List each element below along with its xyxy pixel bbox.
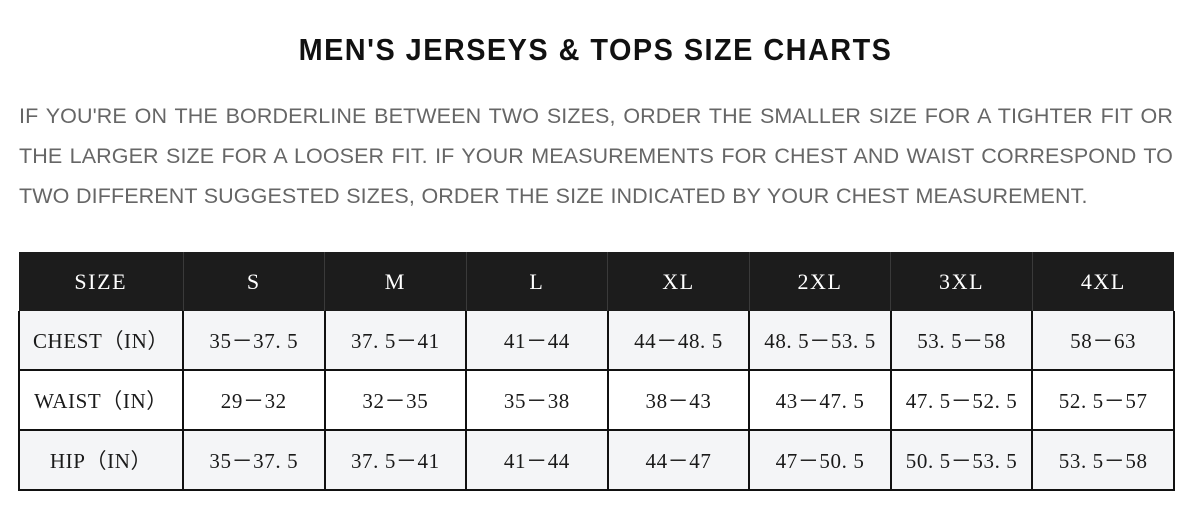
column-header-3xl: 3XL: [890, 252, 1033, 311]
cell-hip-xl: 44－47: [607, 430, 751, 491]
cell-chest-s: 35－37. 5: [183, 311, 326, 371]
size-chart-table: SIZE S M L XL 2XL 3XL 4XL CHEST（IN） 35－3…: [18, 252, 1175, 491]
cell-waist-l: 35－38: [466, 370, 609, 431]
row-label-waist: WAIST（IN）: [18, 370, 184, 431]
cell-hip-3xl: 50. 5－53. 5: [890, 430, 1034, 491]
column-header-2xl: 2XL: [749, 252, 892, 311]
cell-chest-3xl: 53. 5－58: [890, 311, 1034, 371]
cell-chest-2xl: 48. 5－53. 5: [749, 311, 892, 371]
table-row: CHEST（IN） 35－37. 5 37. 5－41 41－44 44－48.…: [18, 311, 1175, 371]
column-header-4xl: 4XL: [1032, 252, 1174, 311]
cell-chest-4xl: 58－63: [1032, 311, 1175, 371]
table-header-row: SIZE S M L XL 2XL 3XL 4XL: [19, 252, 1174, 311]
cell-waist-s: 29－32: [183, 370, 326, 431]
cell-hip-m: 37. 5－41: [324, 430, 468, 491]
column-header-s: S: [183, 252, 326, 311]
cell-hip-s: 35－37. 5: [183, 430, 326, 491]
column-header-size: SIZE: [19, 252, 184, 311]
cell-chest-m: 37. 5－41: [324, 311, 468, 371]
table-row: HIP（IN） 35－37. 5 37. 5－41 41－44 44－47 47…: [18, 430, 1175, 491]
cell-hip-2xl: 47－50. 5: [749, 430, 892, 491]
cell-chest-xl: 44－48. 5: [607, 311, 751, 371]
column-header-xl: XL: [607, 252, 750, 311]
cell-waist-3xl: 47. 5－52. 5: [890, 370, 1034, 431]
cell-chest-l: 41－44: [466, 311, 609, 371]
cell-waist-xl: 38－43: [607, 370, 751, 431]
row-label-chest: CHEST（IN）: [18, 311, 184, 371]
cell-hip-l: 41－44: [466, 430, 609, 491]
cell-hip-4xl: 53. 5－58: [1032, 430, 1175, 491]
cell-waist-m: 32－35: [324, 370, 468, 431]
row-label-hip: HIP（IN）: [18, 430, 184, 491]
table-row: WAIST（IN） 29－32 32－35 35－38 38－43 43－47.…: [18, 370, 1175, 431]
cell-waist-4xl: 52. 5－57: [1032, 370, 1175, 431]
page-title: MEN'S JERSEYS & TOPS SIZE CHARTS: [298, 32, 893, 67]
fit-guidance-text: IF YOU'RE ON THE BORDERLINE BETWEEN TWO …: [19, 104, 1173, 208]
column-header-l: L: [466, 252, 609, 311]
table-body: CHEST（IN） 35－37. 5 37. 5－41 41－44 44－48.…: [18, 311, 1175, 491]
column-header-m: M: [324, 252, 467, 311]
cell-waist-2xl: 43－47. 5: [749, 370, 892, 431]
table-header: SIZE S M L XL 2XL 3XL 4XL: [19, 252, 1174, 311]
